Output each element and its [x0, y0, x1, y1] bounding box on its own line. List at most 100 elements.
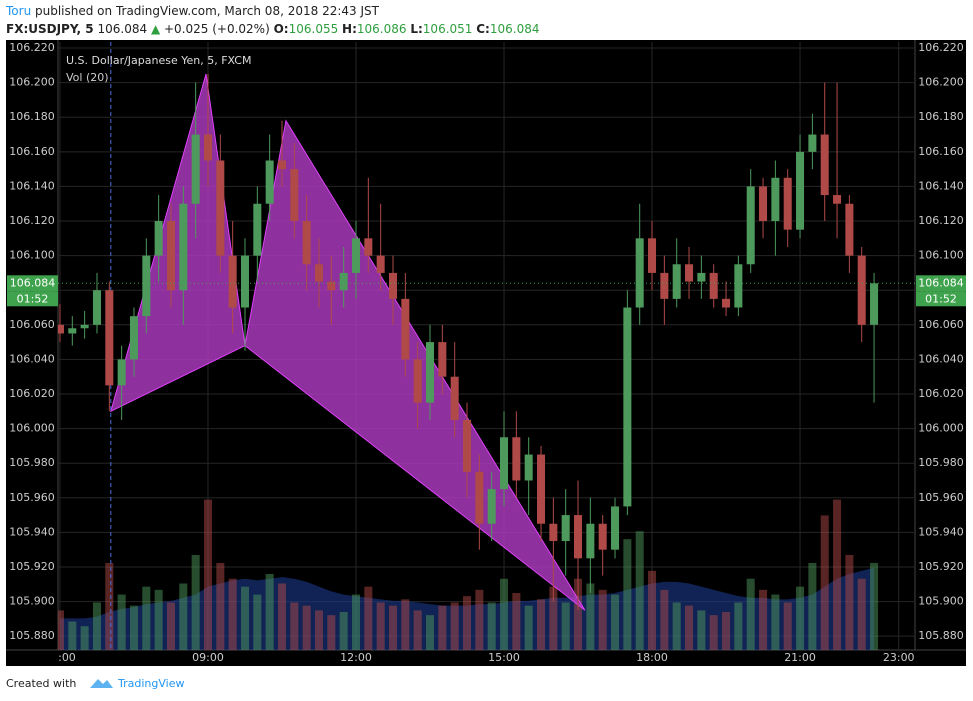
footer-text: Created with: [6, 677, 76, 690]
candle-body: [425, 342, 435, 403]
candle-body: [68, 328, 77, 334]
candle-body: [58, 324, 64, 334]
y-tick-label: 106.160: [9, 145, 55, 158]
volume-bar: [191, 555, 200, 650]
volume-bar: [68, 621, 77, 650]
volume-bar: [783, 602, 792, 650]
ohlc-label: C:: [476, 22, 490, 36]
candle-body: [265, 160, 274, 204]
y-tick-label: 106.060: [9, 318, 55, 331]
volume-bar: [845, 555, 854, 650]
volume-bar: [154, 589, 163, 650]
candle-body: [845, 203, 854, 256]
volume-bar: [179, 583, 188, 650]
candle-body: [401, 298, 410, 360]
symbol: FX:USDJPY, 5: [6, 22, 94, 36]
candle-body: [660, 272, 669, 299]
countdown-box: [7, 291, 58, 307]
volume-bar: [58, 610, 64, 650]
volume-bar: [413, 610, 422, 650]
candle-body: [722, 298, 731, 308]
y-tick-label: 105.880: [9, 629, 55, 642]
candle-body: [586, 523, 595, 559]
candle-body: [870, 283, 879, 325]
candle-body: [598, 523, 607, 550]
candle-body: [216, 160, 225, 256]
y-tick-label: 106.220: [918, 41, 964, 54]
y-tick-label: 105.920: [9, 560, 55, 573]
author[interactable]: Toru: [5, 4, 31, 18]
volume-bar: [870, 562, 879, 650]
volume-bar: [105, 562, 114, 650]
y-tick-label: 105.900: [918, 595, 964, 608]
volume-bar: [537, 599, 546, 650]
y-tick-label: 105.900: [9, 595, 55, 608]
last-price-label: 106.084: [10, 276, 56, 289]
volume-bar: [265, 574, 274, 650]
candle-body: [475, 471, 484, 524]
volume-bar: [388, 605, 398, 650]
chart-title: U.S. Dollar/Japanese Yen, 5, FXCM: [66, 54, 251, 67]
candle-body: [339, 272, 348, 291]
volume-bar: [142, 586, 151, 650]
volume-bar: [216, 562, 225, 650]
volume-bar: [376, 602, 385, 650]
candle-body: [327, 281, 336, 291]
volume-bar: [722, 612, 731, 650]
candle-body: [487, 489, 496, 524]
last-price-label: 106.084: [918, 276, 964, 289]
candle-body: [808, 134, 817, 152]
symbol-line: FX:USDJPY, 5 106.084 ▲ +0.025 (+0.02%) O…: [6, 22, 539, 36]
volume-bar: [450, 602, 459, 650]
candle-body: [228, 255, 237, 308]
y-tick-label: 106.100: [918, 249, 964, 262]
candle-body: [771, 177, 780, 222]
x-tick-label: 23:00: [883, 651, 915, 664]
volume-bar: [166, 602, 175, 650]
brand[interactable]: TradingView: [117, 677, 184, 690]
volume-bar: [759, 589, 768, 650]
x-tick-label: 21:00: [784, 651, 816, 664]
x-tick-label: 15:00: [488, 651, 520, 664]
y-tick-label: 106.140: [9, 179, 55, 192]
y-tick-label: 106.040: [918, 352, 964, 365]
volume-bar: [697, 610, 706, 650]
y-tick-label: 105.920: [918, 560, 964, 573]
candle-body: [253, 203, 262, 256]
y-tick-label: 106.180: [918, 110, 964, 123]
y-tick-label: 106.140: [918, 179, 964, 192]
volume-bar: [487, 602, 496, 650]
candle-body: [191, 134, 200, 204]
volume-bar: [290, 602, 299, 650]
volume-bar: [327, 615, 336, 650]
brand-logo[interactable]: [90, 679, 113, 688]
y-tick-label: 105.940: [9, 525, 55, 538]
candle-body: [635, 238, 644, 308]
volume-bar: [117, 594, 126, 650]
y-tick-label: 105.980: [9, 456, 55, 469]
candle-body: [351, 238, 361, 273]
volume-bar: [734, 602, 743, 650]
volume-bar: [660, 589, 669, 650]
candle-body: [314, 264, 324, 282]
candle-body: [734, 264, 743, 308]
last-price-box: [916, 275, 966, 292]
candle-body: [783, 177, 792, 230]
volume-bar: [302, 605, 311, 650]
candle-body: [129, 316, 138, 360]
volume-bar: [240, 586, 249, 650]
volume-bar: [475, 589, 484, 650]
plot: [58, 42, 915, 650]
y-tick-label: 105.960: [9, 491, 55, 504]
ohlc-value: 106.086: [357, 22, 407, 36]
volume-bar: [623, 539, 632, 650]
candle-body: [92, 290, 101, 325]
candle-body: [388, 272, 398, 299]
volume-bar: [351, 594, 361, 650]
candle-body: [500, 437, 509, 490]
candle-body: [709, 272, 718, 299]
candle-body: [179, 203, 188, 291]
ohlc-label: O:: [274, 22, 289, 36]
y-tick-label: 106.200: [9, 76, 55, 89]
